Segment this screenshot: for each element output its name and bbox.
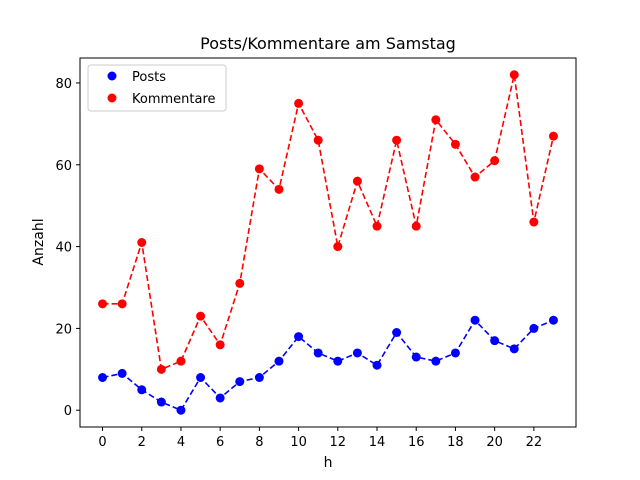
data-point-posts	[137, 385, 147, 395]
data-point-posts	[294, 332, 304, 342]
data-point-kommentare	[450, 139, 460, 149]
data-point-kommentare	[470, 172, 480, 182]
x-tick-label: 18	[447, 435, 464, 450]
legend-box	[87, 64, 227, 112]
y-axis-label: Anzahl	[31, 218, 47, 265]
data-point-posts	[156, 397, 166, 407]
y-tick-label: 40	[55, 241, 72, 256]
data-point-posts	[235, 377, 245, 387]
y-tick-label: 0	[64, 404, 72, 419]
data-point-posts	[333, 356, 343, 366]
legend: Posts Kommentare	[87, 64, 227, 112]
data-point-posts	[98, 373, 108, 382]
data-point-posts	[450, 348, 460, 358]
x-axis-label: h	[324, 455, 333, 471]
series-line-posts	[102, 318, 554, 412]
x-axis: 0 2 4 6 8 10 12 14 16 18 20 22	[98, 427, 542, 450]
data-point-posts	[313, 348, 323, 358]
data-point-kommentare	[156, 364, 166, 374]
data-point-kommentare	[294, 98, 304, 108]
data-point-posts	[196, 373, 206, 382]
data-point-posts	[117, 368, 127, 378]
x-tick-label: 10	[290, 435, 307, 450]
data-point-kommentare	[392, 135, 402, 145]
y-tick-label: 80	[55, 77, 72, 92]
data-point-kommentare	[235, 278, 245, 288]
data-point-kommentare	[137, 238, 147, 247]
data-point-posts	[215, 393, 225, 403]
data-point-kommentare	[548, 131, 558, 141]
data-point-posts	[470, 315, 480, 325]
y-tick-label: 20	[55, 322, 72, 337]
x-tick-label: 0	[98, 435, 106, 450]
data-point-kommentare	[333, 242, 343, 252]
x-tick-label: 4	[177, 435, 185, 450]
data-point-kommentare	[274, 184, 284, 194]
legend-label-kommentare: Kommentare	[132, 92, 216, 107]
data-point-posts	[509, 344, 519, 354]
x-tick-label: 20	[486, 435, 503, 450]
data-point-kommentare	[372, 221, 382, 231]
data-point-kommentare	[490, 156, 500, 166]
data-point-kommentare	[313, 135, 323, 145]
data-point-posts	[490, 336, 500, 346]
y-tick-label: 60	[55, 159, 72, 174]
data-point-posts	[176, 405, 186, 415]
data-point-posts	[274, 356, 284, 366]
data-point-posts	[548, 315, 558, 325]
data-point-posts	[392, 328, 402, 337]
data-point-kommentare	[529, 217, 539, 227]
data-point-posts	[372, 360, 382, 370]
legend-label-posts: Posts	[132, 70, 166, 85]
x-tick-label: 2	[138, 435, 146, 450]
legend-marker-posts	[107, 71, 117, 81]
data-point-kommentare	[254, 164, 264, 174]
data-point-kommentare	[176, 356, 186, 366]
data-point-kommentare	[196, 311, 206, 321]
plot-area	[79, 57, 577, 428]
data-point-kommentare	[431, 115, 441, 125]
data-point-posts	[529, 323, 539, 333]
data-point-kommentare	[98, 299, 108, 309]
x-tick-label: 14	[369, 435, 386, 450]
x-tick-label: 16	[408, 435, 425, 450]
x-tick-label: 6	[216, 435, 224, 450]
legend-marker-kommentare	[107, 93, 117, 103]
data-point-posts	[431, 356, 441, 366]
data-point-posts	[411, 352, 421, 362]
x-tick-label: 12	[330, 435, 347, 450]
x-tick-label: 8	[255, 435, 263, 450]
data-point-posts	[352, 348, 362, 358]
y-axis: 0 20 40 60 80	[55, 77, 80, 419]
data-point-kommentare	[352, 176, 362, 186]
data-point-kommentare	[117, 299, 127, 309]
series-line-kommentare	[102, 74, 555, 371]
plot-frame	[79, 57, 577, 428]
data-point-kommentare	[509, 70, 519, 80]
chart-title: Posts/Kommentare am Samstag	[200, 34, 456, 53]
data-point-kommentare	[411, 221, 421, 231]
data-point-kommentare	[215, 340, 225, 350]
data-point-posts	[254, 373, 264, 382]
x-tick-label: 22	[526, 435, 543, 450]
